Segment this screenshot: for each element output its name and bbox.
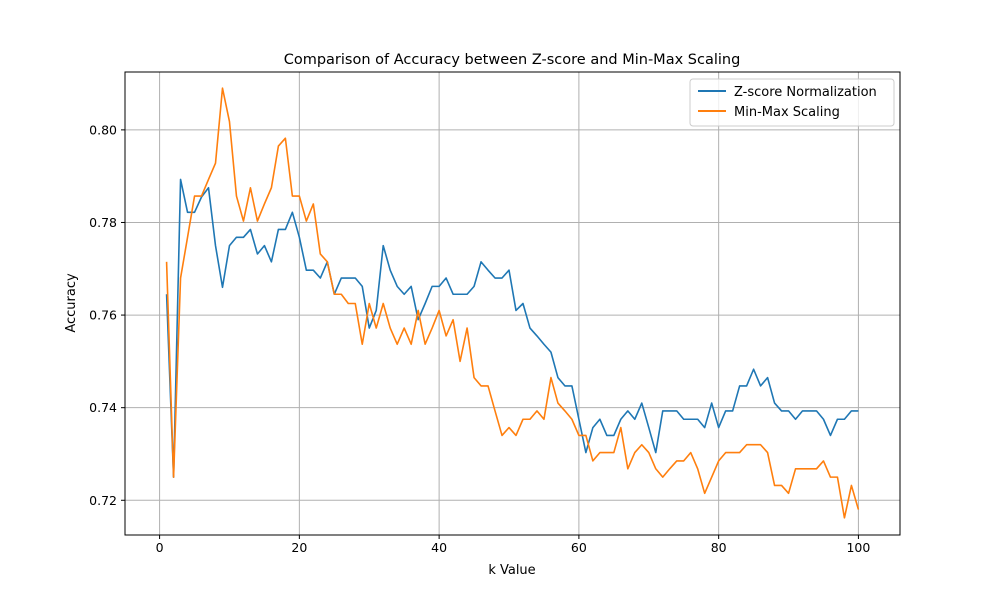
- y-tick-label: 0.74: [89, 400, 117, 415]
- grid: [125, 72, 900, 535]
- x-axis-ticks: 0 20 40 60 80 100: [156, 535, 870, 555]
- x-tick-label: 80: [711, 540, 727, 555]
- y-tick-label: 0.72: [89, 493, 117, 508]
- y-axis-label: Accuracy: [64, 273, 79, 333]
- legend: Z-score Normalization Min-Max Scaling: [689, 78, 895, 127]
- legend-box: [689, 78, 895, 127]
- plot-area-frame: [124, 71, 901, 536]
- x-tick-label: 0: [156, 540, 164, 555]
- series-lines: [165, 87, 860, 519]
- legend-label-z-score: Z-score Normalization: [734, 85, 877, 100]
- x-tick-label: 20: [291, 540, 307, 555]
- x-tick-label: 60: [571, 540, 587, 555]
- chart-title: Comparison of Accuracy between Z-score a…: [284, 52, 741, 68]
- x-axis-label: k Value: [488, 563, 535, 578]
- y-axis-ticks: 0.72 0.74 0.76 0.78 0.80: [89, 122, 125, 508]
- x-tick-label: 40: [431, 540, 447, 555]
- series-line-1: [165, 87, 860, 519]
- series-line-0: [165, 178, 859, 478]
- legend-label-min-max: Min-Max Scaling: [734, 105, 840, 120]
- y-tick-label: 0.76: [89, 308, 117, 323]
- y-tick-label: 0.80: [89, 122, 117, 137]
- y-tick-label: 0.78: [89, 215, 117, 230]
- x-tick-label: 100: [846, 540, 870, 555]
